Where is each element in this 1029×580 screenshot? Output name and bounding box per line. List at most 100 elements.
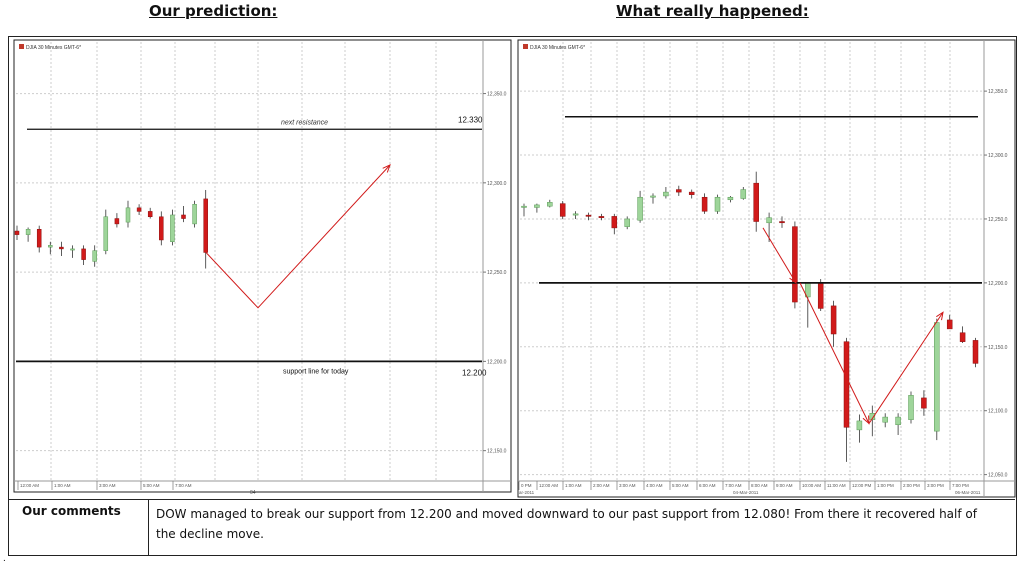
y-tick-label: 12,200.0: [988, 281, 1008, 287]
chart-frame: [517, 39, 1016, 498]
x-tick-label: 1:00 AM: [54, 483, 71, 488]
y-tick-label: 12,250.0: [487, 270, 507, 276]
y-tick-label: 12,350.0: [487, 92, 507, 98]
y-tick-label: 12,150.0: [988, 345, 1008, 351]
candle-body: [753, 182, 759, 222]
x-date-label: 04: [250, 490, 256, 496]
candle-body: [946, 319, 953, 330]
y-tick-label: 12,050.0: [988, 473, 1008, 479]
x-date-label: 04-Mar-2011: [733, 490, 759, 495]
candle-body: [25, 229, 31, 235]
candle-body: [611, 216, 618, 229]
x-tick-label: 3:00 PM: [927, 483, 944, 488]
x-tick-label: 1:00 PM: [877, 483, 894, 488]
x-tick-label: 3:00 AM: [99, 483, 116, 488]
comments-divider: [148, 500, 149, 555]
candle-body: [170, 214, 175, 243]
resistance-value: 12.330: [458, 115, 483, 124]
y-tick-label: 12,100.0: [988, 409, 1008, 415]
x-tick-label: 12:00 AM: [20, 483, 39, 488]
comments-label: Our comments: [22, 504, 121, 518]
candle-body: [92, 250, 97, 262]
support-value: 12.200: [462, 368, 487, 377]
candle-body: [701, 196, 708, 212]
candle-body: [779, 221, 785, 224]
candle-body: [624, 218, 630, 227]
candle-body: [159, 216, 164, 241]
legend-label: DJIA 30 Minutes GMT-6*: [530, 45, 585, 51]
comments-row: Our comments DOW managed to break our su…: [8, 499, 1015, 555]
decline-arrowhead: [862, 415, 870, 425]
resistance-label: next resistance: [281, 119, 328, 126]
x-tick-label: 2:00 PM: [903, 483, 920, 488]
candle-body: [547, 202, 553, 207]
candle-body: [147, 211, 153, 218]
candle-body: [103, 216, 109, 251]
legend-swatch: [19, 44, 24, 49]
x-date-label: ar-2011: [519, 490, 535, 495]
breakdown-arrowhead: [789, 274, 797, 284]
candle-body: [921, 397, 927, 409]
candle-body: [637, 196, 643, 221]
candle-body: [972, 340, 979, 364]
candle-body: [136, 207, 142, 212]
candle-body: [36, 229, 42, 248]
x-tick-label: 7:00 AM: [175, 483, 192, 488]
comments-text: DOW managed to break our support from 12…: [156, 507, 977, 541]
y-tick-label: 12,150.0: [487, 449, 507, 455]
x-tick-label: 5:00 AM: [143, 483, 160, 488]
x-tick-label: 12:00 PM: [852, 483, 872, 488]
x-tick-label: 4:00 AM: [646, 483, 663, 488]
x-tick-label: 10:00 AM: [802, 483, 821, 488]
actual-chart: 12,350.0 12,300.0 12,250.0 12,200.0 12,150.0…: [517, 39, 1016, 498]
candle-body: [740, 189, 747, 199]
y-tick-label: 12,250.0: [988, 217, 1008, 223]
prediction-title: Our prediction:: [149, 2, 278, 20]
y-tick-label: 12,300.0: [988, 153, 1008, 159]
candle-body: [203, 198, 208, 253]
candle-body: [676, 189, 682, 193]
projection-arrow: [205, 164, 391, 309]
candle-body: [934, 322, 940, 432]
candle-body: [572, 213, 579, 216]
legend-swatch: [523, 44, 528, 49]
candle-body: [843, 341, 850, 428]
x-tick-label: 6:00 AM: [699, 483, 716, 488]
candle-body: [959, 332, 966, 342]
candle-body: [521, 205, 527, 208]
candle-body: [585, 214, 592, 217]
candle-body: [714, 196, 721, 212]
candle-body: [895, 416, 901, 426]
comparison-table: [8, 36, 1017, 556]
candle-body: [181, 214, 186, 219]
candle-body: [727, 196, 734, 201]
candle-body: [14, 230, 20, 235]
candle-body: [766, 217, 772, 224]
x-date-label: 06-Mar-2011: [955, 490, 981, 495]
candle-body: [817, 282, 824, 309]
support-label: support line for today: [283, 368, 349, 375]
x-tick-label: 7:00 PM: [952, 483, 969, 488]
candle-body: [882, 416, 888, 423]
candle-body: [650, 195, 656, 198]
candle-body: [792, 226, 798, 303]
candle-body: [598, 216, 605, 218]
candle-body: [114, 218, 120, 225]
candle-body: [688, 191, 695, 195]
prediction-chart: 12,350.0 12,300.0 12,250.0 12,200.0 12,150.0…: [13, 39, 512, 496]
candle-body: [663, 191, 669, 197]
candle-body: [59, 246, 64, 250]
y-tick-label: 12,300.0: [487, 181, 507, 187]
breakdown-arrow: [762, 227, 797, 284]
x-tick-label: 7:00 AM: [725, 483, 742, 488]
recovery-arrowhead: [936, 311, 944, 321]
candle-body: [125, 207, 131, 223]
x-tick-label: 8:00 AM: [751, 483, 768, 488]
x-tick-label: 2:00 AM: [593, 483, 610, 488]
x-tick-label: 0 PM: [521, 483, 532, 488]
candle-body: [81, 248, 86, 260]
footer-dot: .: [3, 553, 6, 564]
x-tick-label: 5:00 AM: [672, 483, 689, 488]
projection-arrowhead: [382, 164, 391, 173]
x-tick-label: 12:00 AM: [539, 483, 558, 488]
